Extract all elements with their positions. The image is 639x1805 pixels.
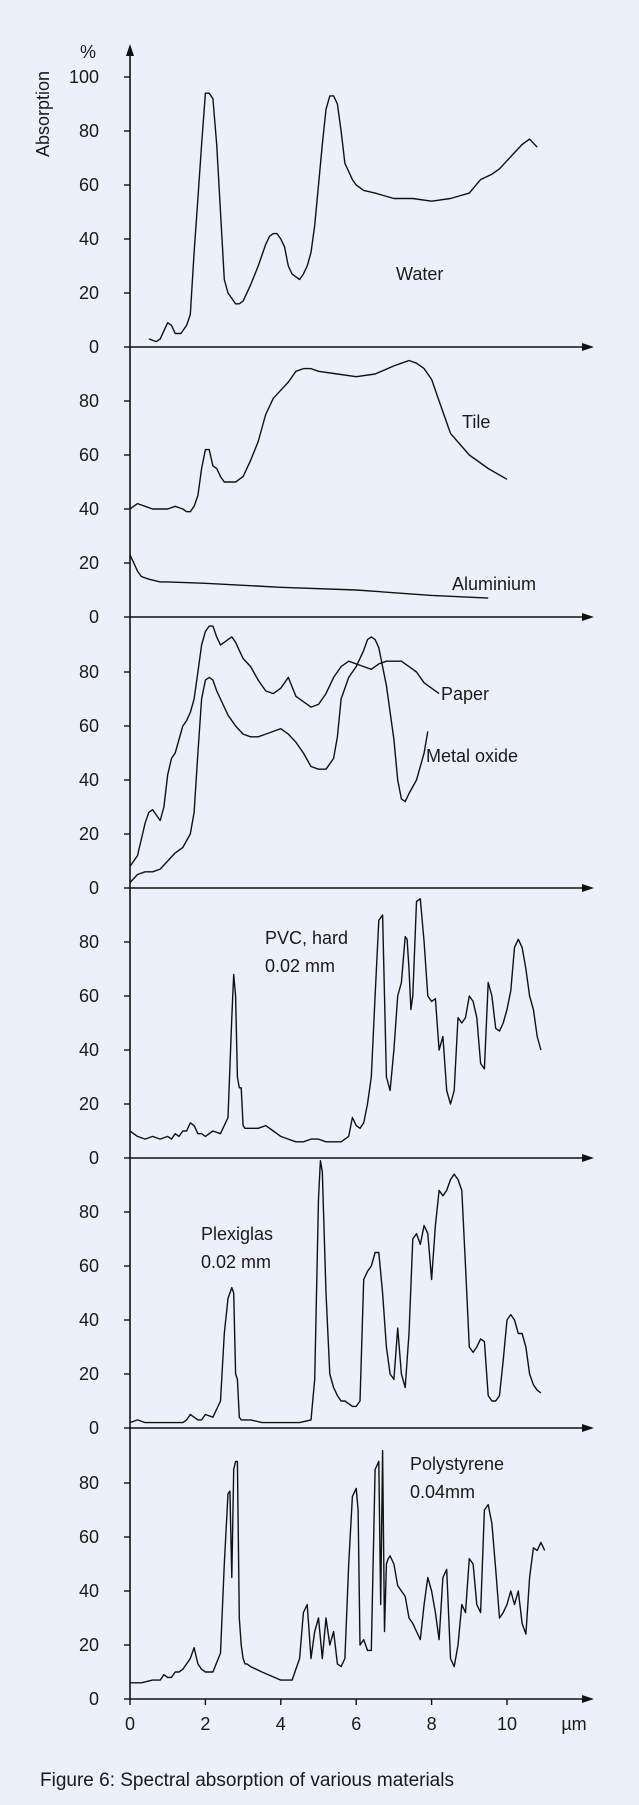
panel-0-y-tick-label: 40: [79, 229, 99, 249]
annotation-0-04mm: 0.04mm: [410, 1482, 475, 1502]
annotation-water: Water: [396, 264, 443, 284]
panel-3-y-tick-label: 0: [89, 1148, 99, 1168]
panel-5-y-tick-label: 20: [79, 1635, 99, 1655]
panel-1-y-tick-label: 0: [89, 607, 99, 627]
panel-5-y-tick-label: 60: [79, 1527, 99, 1547]
annotation-paper: Paper: [441, 684, 489, 704]
panel-5-y-tick-label: 40: [79, 1581, 99, 1601]
x-tick-label: 6: [351, 1714, 361, 1734]
panel-5-y-tick-label: 0: [89, 1689, 99, 1709]
panel-1-y-tick-label: 80: [79, 391, 99, 411]
y-axis-title: Absorption: [33, 71, 53, 157]
series-layer: [129, 92, 546, 1684]
y-unit-label: %: [80, 42, 96, 62]
x-tick-label: 0: [125, 1714, 135, 1734]
panel-2-y-tick-label: 60: [79, 716, 99, 736]
panel-0-y-tick-label: 20: [79, 283, 99, 303]
panel-1-y-tick-label: 60: [79, 445, 99, 465]
series-line-aluminium: [129, 554, 489, 599]
x-tick-label: 10: [497, 1714, 517, 1734]
annotation-tile: Tile: [462, 412, 490, 432]
panel-1-y-tick-label: 20: [79, 553, 99, 573]
panel-3-y-tick-label: 40: [79, 1040, 99, 1060]
panel-4-y-tick-label: 20: [79, 1364, 99, 1384]
panel-3-x-axis-arrow: [582, 1154, 594, 1162]
series-line-water: [148, 92, 538, 343]
panel-0-y-tick-label: 80: [79, 121, 99, 141]
annotation-0-02-mm: 0.02 mm: [201, 1252, 271, 1272]
panel-4-y-tick-label: 40: [79, 1310, 99, 1330]
annotation-pvc-hard: PVC, hard: [265, 928, 348, 948]
figure-caption: Figure 6: Spectral absorption of various…: [40, 1770, 454, 1791]
axes: [124, 44, 594, 1705]
panel-0-y-tick-label: 0: [89, 337, 99, 357]
series-line-metal-oxide: [129, 636, 429, 884]
annotation-0-02-mm: 0.02 mm: [265, 956, 335, 976]
panel-1-x-axis-arrow: [582, 613, 594, 621]
panel-4-x-axis-arrow: [582, 1424, 594, 1432]
panel-4-y-tick-label: 80: [79, 1202, 99, 1222]
series-line-tile: [129, 359, 508, 513]
panel-5-y-tick-label: 80: [79, 1473, 99, 1493]
x-tick-label: 8: [427, 1714, 437, 1734]
series-line-pvc-hard: [129, 898, 542, 1143]
series-line-plexiglas: [129, 1159, 542, 1424]
y-axis-arrow: [126, 44, 134, 56]
panel-0-y-tick-label: 100: [69, 67, 99, 87]
panel-2-y-tick-label: 40: [79, 770, 99, 790]
panel-2-y-tick-label: 80: [79, 662, 99, 682]
labels-layer: %Absorption02040608010002040608002040608…: [33, 42, 587, 1734]
panel-0-x-axis-arrow: [582, 343, 594, 351]
panel-4-y-tick-label: 60: [79, 1256, 99, 1276]
x-unit-label: µm: [561, 1714, 586, 1734]
panel-3-y-tick-label: 80: [79, 932, 99, 952]
panel-3-y-tick-label: 20: [79, 1094, 99, 1114]
series-line-paper: [129, 625, 440, 867]
annotation-metal-oxide: Metal oxide: [426, 746, 518, 766]
panel-2-y-tick-label: 20: [79, 824, 99, 844]
series-line-polystyrene: [130, 1449, 546, 1684]
annotation-aluminium: Aluminium: [452, 574, 536, 594]
panel-2-x-axis-arrow: [582, 884, 594, 892]
annotation-polystyrene: Polystyrene: [410, 1454, 504, 1474]
panel-3-y-tick-label: 60: [79, 986, 99, 1006]
panel-5-x-axis-arrow: [582, 1695, 594, 1703]
panel-4-y-tick-label: 0: [89, 1418, 99, 1438]
panel-1-y-tick-label: 40: [79, 499, 99, 519]
annotation-plexiglas: Plexiglas: [201, 1224, 273, 1244]
panel-2-y-tick-label: 0: [89, 878, 99, 898]
x-tick-label: 4: [276, 1714, 286, 1734]
panel-0-y-tick-label: 60: [79, 175, 99, 195]
x-tick-label: 2: [200, 1714, 210, 1734]
